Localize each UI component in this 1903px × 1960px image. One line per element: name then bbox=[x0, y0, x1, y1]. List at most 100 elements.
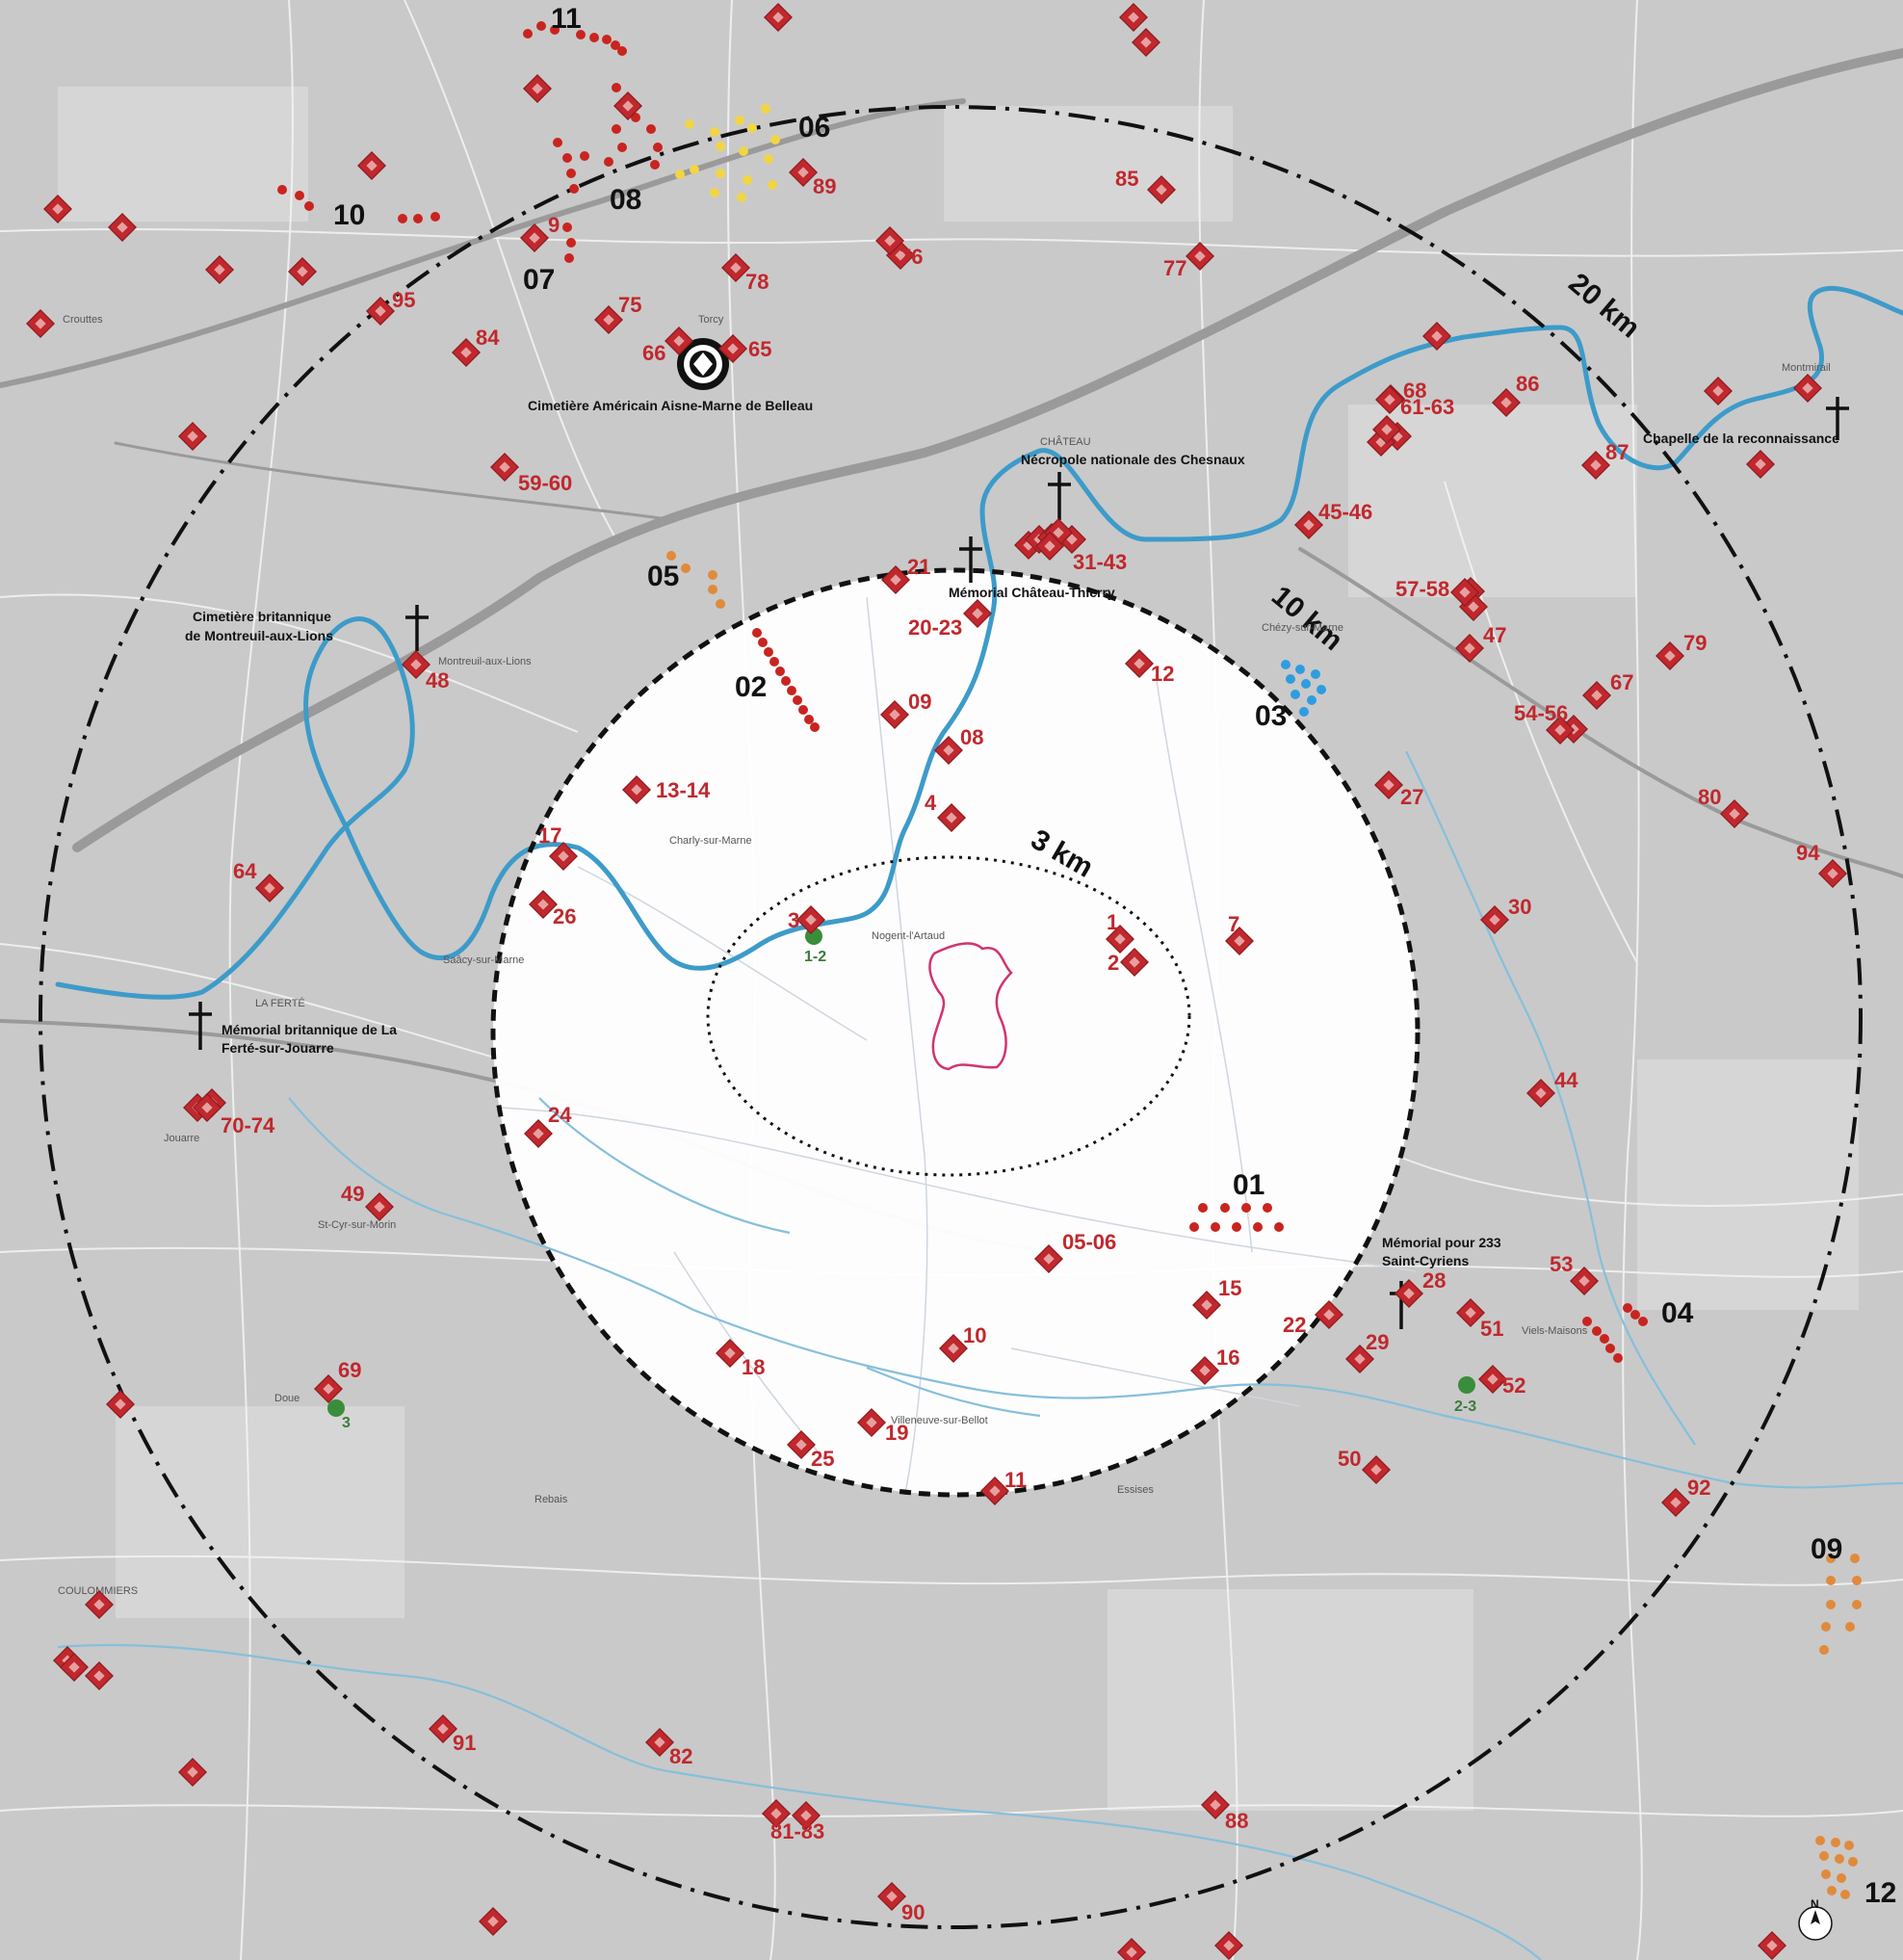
remains-dot bbox=[277, 185, 287, 195]
monument-marker[interactable]: 89 bbox=[789, 158, 837, 198]
monument-marker[interactable]: 51 bbox=[1456, 1298, 1504, 1341]
monument-marker[interactable]: 09 bbox=[880, 690, 932, 729]
monument-marker[interactable]: 91 bbox=[429, 1714, 477, 1755]
monument-marker[interactable]: 57-58 bbox=[1395, 577, 1479, 607]
remains-cluster bbox=[277, 185, 440, 223]
monument-marker[interactable]: 80 bbox=[1698, 785, 1749, 828]
rivers bbox=[55, 285, 1903, 1000]
monument-marker[interactable]: 67 bbox=[1582, 670, 1634, 710]
monument-marker[interactable]: 18 bbox=[716, 1339, 766, 1379]
monument-marker[interactable]: 21 bbox=[881, 555, 931, 594]
remains-dot bbox=[1852, 1600, 1862, 1609]
montreuil-cemetery-label-2: de Montreuil-aux-Lions bbox=[185, 628, 333, 643]
cross-icon bbox=[1048, 472, 1071, 520]
monument-marker[interactable]: 86 bbox=[1492, 372, 1540, 417]
monument-marker[interactable]: 24 bbox=[524, 1103, 572, 1148]
monument-marker[interactable]: 11 bbox=[980, 1468, 1027, 1505]
monument-marker[interactable]: 53 bbox=[1550, 1252, 1599, 1295]
monument-marker[interactable]: 9 bbox=[520, 213, 560, 252]
monument-marker[interactable]: 48 bbox=[402, 650, 450, 693]
monument-marker[interactable]: 45-46 bbox=[1294, 500, 1372, 539]
monument-marker[interactable]: 10 bbox=[939, 1323, 987, 1363]
monument-marker[interactable]: 50 bbox=[1338, 1447, 1391, 1484]
monument-marker[interactable]: 78 bbox=[721, 253, 769, 294]
monument-marker[interactable]: 7 bbox=[1225, 912, 1254, 955]
remains-dot bbox=[566, 238, 576, 248]
remains-dot bbox=[523, 29, 533, 39]
remains-dot bbox=[1301, 679, 1311, 689]
monument-marker[interactable]: 79 bbox=[1655, 631, 1707, 670]
monument-marker[interactable]: 90 bbox=[877, 1882, 925, 1924]
remains-dot bbox=[1815, 1836, 1825, 1845]
monument-marker[interactable]: 59-60 bbox=[490, 453, 572, 495]
remains-dot bbox=[798, 705, 808, 715]
monument-marker[interactable]: 44 bbox=[1526, 1068, 1578, 1108]
monument-marker[interactable]: 20-23 bbox=[908, 599, 992, 640]
monument-marker[interactable]: 1 bbox=[1106, 910, 1134, 954]
remains-dot bbox=[604, 157, 613, 167]
monument-marker[interactable]: 4 bbox=[925, 791, 966, 832]
chesnaux-necropolis-label: Nécropole nationale des Chesnaux bbox=[1021, 452, 1245, 467]
monument-marker[interactable]: 31-43 bbox=[1035, 532, 1127, 574]
monument-marker[interactable]: 88 bbox=[1201, 1790, 1249, 1833]
monument-marker[interactable]: 13-14 bbox=[622, 775, 711, 804]
chapel-recognition-label: Chapelle de la reconnaissance bbox=[1643, 431, 1839, 446]
monument-marker[interactable]: 61-63 bbox=[1372, 395, 1454, 444]
monument-marker[interactable]: 87 bbox=[1581, 440, 1629, 480]
remains-dot bbox=[1613, 1353, 1623, 1363]
town-label: Nogent-l'Artaud bbox=[872, 930, 945, 942]
monument-marker[interactable]: 82 bbox=[645, 1728, 693, 1768]
remains-dot bbox=[675, 170, 685, 179]
remains-dot bbox=[747, 123, 757, 133]
ferte-memorial-label-2: Ferté-sur-Jouarre bbox=[222, 1040, 334, 1056]
monument-marker[interactable]: 49 bbox=[341, 1182, 394, 1221]
cluster-number-label: 09 bbox=[1811, 1533, 1842, 1565]
monument-marker[interactable]: 52 bbox=[1478, 1365, 1526, 1398]
monument-marker[interactable]: 64 bbox=[233, 859, 284, 902]
remains-dot bbox=[1623, 1303, 1632, 1313]
remains-dot bbox=[569, 184, 579, 194]
monument-marker[interactable]: 70-74 bbox=[193, 1093, 275, 1137]
monument-marker[interactable]: 68 bbox=[1375, 379, 1427, 414]
monument-number-label: 49 bbox=[341, 1182, 364, 1206]
monument-marker[interactable]: 77 bbox=[1163, 242, 1214, 280]
monument-marker[interactable]: 15 bbox=[1192, 1276, 1242, 1320]
monument-marker[interactable]: 05-06 bbox=[1034, 1230, 1116, 1273]
monument-marker[interactable]: 47 bbox=[1455, 623, 1507, 663]
town-label: LA FERTÉ bbox=[255, 997, 305, 1009]
monument-marker[interactable]: 3 bbox=[788, 905, 825, 934]
monument-marker[interactable]: 30 bbox=[1480, 895, 1532, 934]
remains-cluster bbox=[1815, 1836, 1858, 1899]
monument-marker[interactable]: 66 bbox=[642, 327, 693, 365]
monument-marker[interactable]: 26 bbox=[529, 890, 577, 928]
monument-marker[interactable]: 69 bbox=[314, 1358, 362, 1403]
monument-marker[interactable]: 81-83 bbox=[762, 1799, 824, 1843]
monument-marker[interactable]: 08 bbox=[934, 725, 984, 765]
monument-marker[interactable]: 94 bbox=[1796, 841, 1847, 888]
monument-marker[interactable]: 65 bbox=[718, 334, 772, 363]
monument-marker[interactable]: 16 bbox=[1190, 1346, 1240, 1385]
monument-marker[interactable]: 27 bbox=[1374, 771, 1424, 809]
monument-marker[interactable]: 76 bbox=[875, 226, 924, 269]
monument-marker[interactable]: 17 bbox=[538, 823, 578, 871]
monument-marker[interactable]: 29 bbox=[1345, 1330, 1390, 1373]
monument-marker[interactable]: 28 bbox=[1395, 1268, 1447, 1308]
monument-marker[interactable]: 85 bbox=[1115, 167, 1176, 204]
monument-marker[interactable]: 84 bbox=[452, 326, 500, 367]
monument-number-label: 17 bbox=[538, 823, 561, 848]
monument-marker[interactable]: 12 bbox=[1125, 649, 1175, 686]
monument-marker[interactable]: 19 bbox=[857, 1408, 909, 1445]
monument-marker[interactable]: 75 bbox=[594, 293, 642, 334]
monument-marker[interactable]: 95 bbox=[366, 288, 416, 326]
remains-dot bbox=[1831, 1838, 1840, 1847]
monument-number-label: 16 bbox=[1216, 1346, 1239, 1370]
green-label: 2-3 bbox=[1454, 1398, 1476, 1415]
monument-marker[interactable]: 54-56 bbox=[1514, 701, 1575, 745]
remains-dot bbox=[764, 647, 773, 657]
monument-number-label: 87 bbox=[1605, 440, 1629, 464]
monument-marker[interactable]: 22 bbox=[1283, 1300, 1343, 1337]
monument-marker[interactable]: 92 bbox=[1661, 1476, 1711, 1517]
monument-marker[interactable]: 25 bbox=[787, 1430, 835, 1471]
monument-marker[interactable]: 2 bbox=[1108, 948, 1149, 977]
monument-number-label: 26 bbox=[553, 904, 576, 928]
